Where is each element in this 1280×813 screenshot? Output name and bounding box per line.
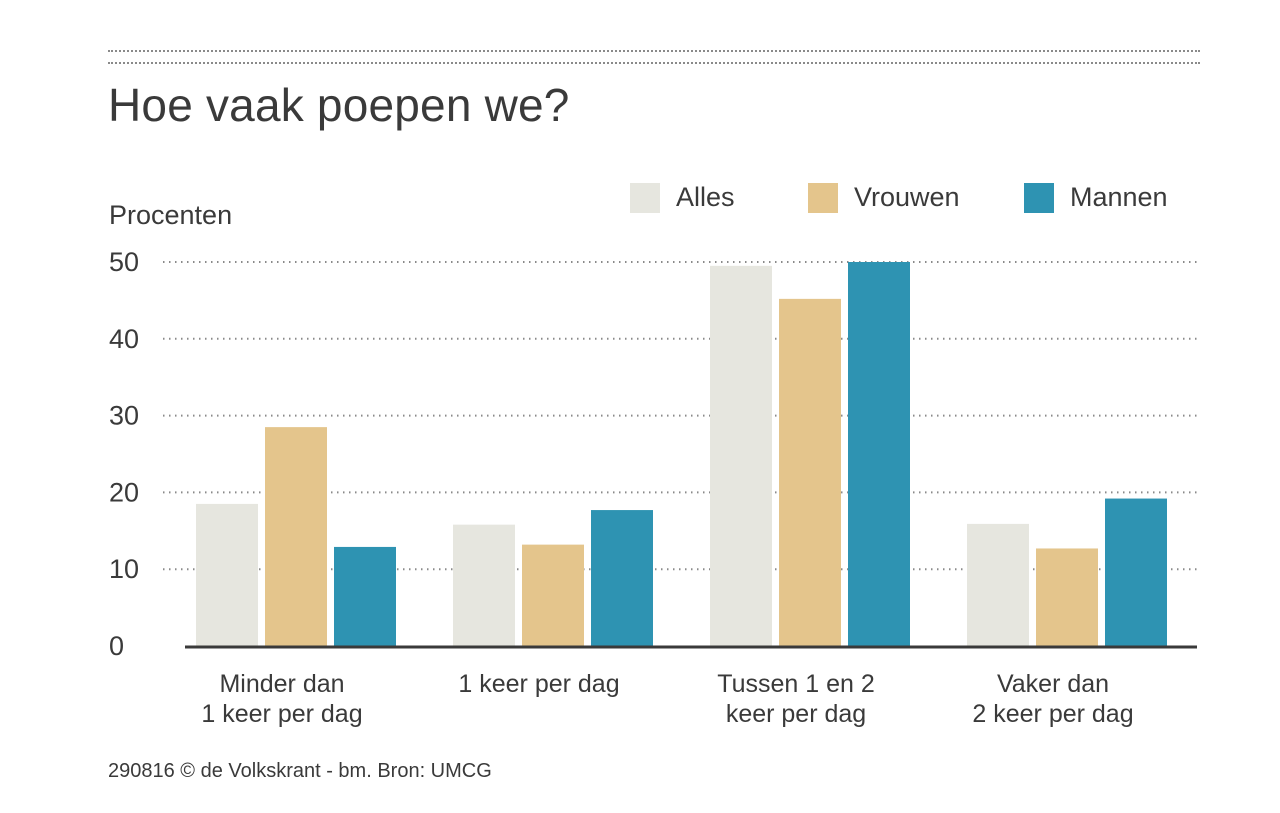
x-category-label-3-line-0: Vaker dan: [997, 670, 1109, 698]
y-tick-label-50: 50: [109, 247, 139, 277]
y-tick-label-30: 30: [109, 401, 139, 431]
chart-title: Hoe vaak poepen we?: [108, 79, 570, 131]
bar-alles-1: [453, 524, 515, 646]
y-axis-label: Procenten: [109, 200, 232, 230]
x-category-label-2-line-1: keer per dag: [726, 700, 866, 728]
bar-alles-0: [196, 503, 258, 646]
y-tick-label-20: 20: [109, 477, 139, 507]
x-category-label-0-line-1: 1 keer per dag: [201, 700, 362, 728]
bar-vrouwen-1: [522, 544, 584, 646]
y-tick-label-0: 0: [109, 631, 124, 661]
legend-swatch-vrouwen: [808, 183, 838, 213]
bar-mannen-3: [1105, 498, 1167, 646]
bar-alles-2: [710, 265, 772, 646]
x-category-label-0-line-0: Minder dan: [219, 670, 344, 698]
x-category-label-3-line-1: 2 keer per dag: [972, 700, 1133, 728]
bar-mannen-0: [334, 546, 396, 646]
legend-swatch-alles: [630, 183, 660, 213]
legend-label-mannen: Mannen: [1070, 182, 1168, 212]
legend-label-vrouwen: Vrouwen: [854, 182, 960, 212]
source-credit: 290816 © de Volkskrant - bm. Bron: UMCG: [108, 760, 492, 782]
y-tick-label-40: 40: [109, 324, 139, 354]
top-dotted-rule: [108, 50, 1200, 64]
bar-vrouwen-0: [265, 427, 327, 646]
y-tick-label-10: 10: [109, 554, 139, 584]
bar-vrouwen-3: [1036, 548, 1098, 646]
x-category-label-1-line-0: 1 keer per dag: [458, 670, 619, 698]
bar-vrouwen-2: [779, 298, 841, 646]
bar-alles-3: [967, 523, 1029, 646]
bar-mannen-2: [848, 262, 910, 646]
x-category-label-2-line-0: Tussen 1 en 2: [717, 670, 875, 698]
bar-mannen-1: [591, 510, 653, 646]
legend-label-alles: Alles: [676, 182, 735, 212]
legend-swatch-mannen: [1024, 183, 1054, 213]
